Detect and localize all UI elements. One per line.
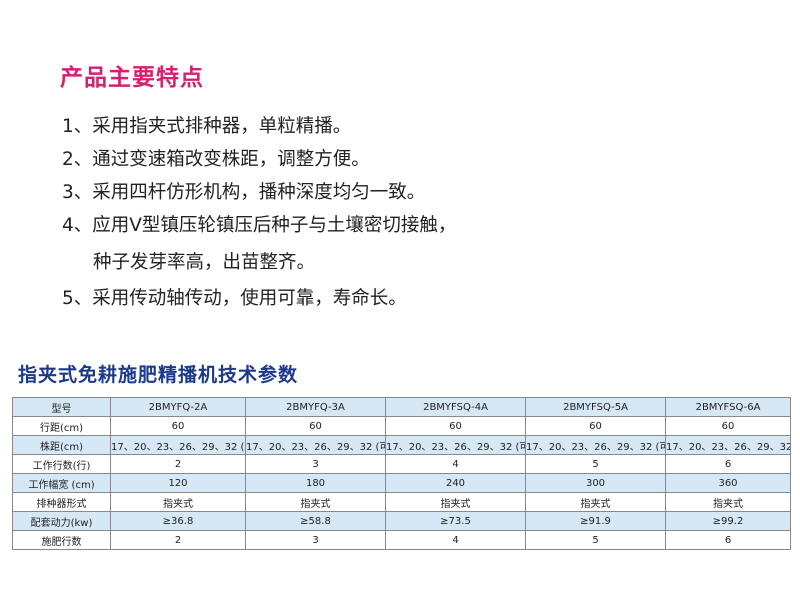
table-cell: 6	[665, 454, 791, 474]
table-cell: ≥73.5	[385, 511, 526, 531]
table-cell: 2BMYFQ-3A	[245, 397, 386, 417]
table-row: 株距(cm)17、20、23、26、29、32 (可调)17、20、23、26、…	[12, 435, 791, 455]
table-cell: 5	[525, 530, 666, 550]
table-cell: 120	[110, 473, 246, 493]
feature-item: 3、采用四杆仿形机构，播种深度均匀一致。	[62, 182, 426, 203]
table-cell: 指夹式	[245, 492, 386, 512]
features-title: 产品主要特点	[60, 64, 204, 91]
table-cell: 4	[385, 530, 526, 550]
table-header-row: 型号 2BMYFQ-2A 2BMYFQ-3A 2BMYFSQ-4A 2BMYFSQ-5A…	[12, 397, 791, 417]
table-cell: 3	[245, 454, 386, 474]
table-cell: ≥58.8	[245, 511, 386, 531]
feature-item: 5、采用传动轴传动，使用可靠，寿命长。	[62, 288, 407, 309]
table-cell: 6	[665, 530, 791, 550]
table-cell: 17、20、23、26、29、32 (可调)	[525, 435, 666, 455]
table-cell: 60	[385, 416, 526, 436]
table-cell: 360	[665, 473, 791, 493]
table-cell: 60	[110, 416, 246, 436]
table-cell: 2	[110, 530, 246, 550]
table-row: 配套动力(kw) ≥36.8 ≥58.8 ≥73.5 ≥91.9 ≥99.2	[12, 511, 791, 531]
feature-item: 2、通过变速箱改变株距，调整方便。	[62, 149, 370, 170]
specs-title: 指夹式免耕施肥精播机技术参数	[18, 364, 299, 386]
table-cell: 2BMYFQ-2A	[110, 397, 246, 417]
table-cell: 17、20、23、26、29、32 (可调)	[385, 435, 526, 455]
table-cell: 指夹式	[665, 492, 791, 512]
table-row: 工作行数(行) 2 3 4 5 6	[12, 454, 791, 474]
table-cell: 60	[245, 416, 386, 436]
table-cell: 指夹式	[385, 492, 526, 512]
row-label: 型号	[12, 397, 111, 417]
row-label: 配套动力(kw)	[12, 511, 111, 531]
row-label: 株距(cm)	[12, 435, 111, 455]
specs-table: 型号 2BMYFQ-2A 2BMYFQ-3A 2BMYFSQ-4A 2BMYFSQ-5A…	[12, 397, 791, 550]
row-label: 排种器形式	[12, 492, 111, 512]
row-label: 施肥行数	[12, 530, 111, 550]
table-cell: 2	[110, 454, 246, 474]
feature-item: 1、采用指夹式排种器，单粒精播。	[62, 116, 352, 137]
table-cell: 17、20、23、26、29、32 (可调)	[110, 435, 246, 455]
table-cell: 2BMYFSQ-4A	[385, 397, 526, 417]
table-cell: 2BMYFSQ-5A	[525, 397, 666, 417]
table-cell: 180	[245, 473, 386, 493]
table-cell: 5	[525, 454, 666, 474]
feature-item: 种子发芽率高，出苗整齐。	[93, 252, 316, 273]
table-cell: 17、20、23、26、29、32 (可调)	[245, 435, 386, 455]
table-cell: 60	[665, 416, 791, 436]
row-label: 行距(cm)	[12, 416, 111, 436]
table-cell: 4	[385, 454, 526, 474]
table-cell: 300	[525, 473, 666, 493]
table-cell: 60	[525, 416, 666, 436]
table-row: 行距(cm) 60 60 60 60 60	[12, 416, 791, 436]
table-cell: 指夹式	[525, 492, 666, 512]
table-cell: ≥36.8	[110, 511, 246, 531]
table-cell: 17、20、23、26、29、32 (可调)	[665, 435, 791, 455]
row-label: 工作行数(行)	[12, 454, 111, 474]
table-cell: 2BMYFSQ-6A	[665, 397, 791, 417]
feature-item: 4、应用V型镇压轮镇压后种子与土壤密切接触，	[62, 215, 457, 236]
row-label: 工作幅宽 (cm)	[12, 473, 111, 493]
table-row: 工作幅宽 (cm) 120 180 240 300 360	[12, 473, 791, 493]
table-cell: 240	[385, 473, 526, 493]
table-row: 排种器形式 指夹式 指夹式 指夹式 指夹式 指夹式	[12, 492, 791, 512]
table-cell: 指夹式	[110, 492, 246, 512]
table-cell: ≥91.9	[525, 511, 666, 531]
table-cell: ≥99.2	[665, 511, 791, 531]
table-cell: 3	[245, 530, 386, 550]
table-row: 施肥行数 2 3 4 5 6	[12, 530, 791, 550]
